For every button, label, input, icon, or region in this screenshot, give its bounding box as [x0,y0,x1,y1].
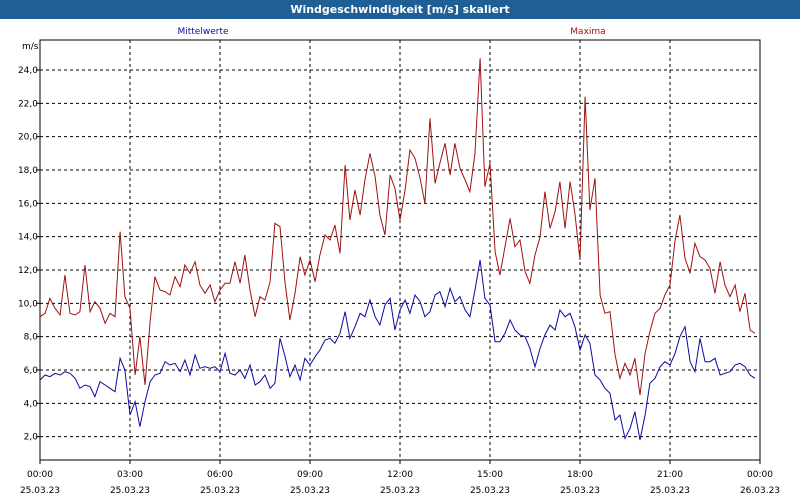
y-tick-label: 14,0 [18,233,38,243]
x-tick-time: 18:00 [567,470,593,480]
x-tick-time: 21:00 [657,470,683,480]
x-tick-date: 25.03.23 [650,486,690,496]
legend-mittelwerte: Mittelwerte [177,27,228,37]
x-tick-time: 00:00 [747,470,773,480]
x-tick-date: 25.03.23 [20,486,60,496]
y-tick-label: 24,0 [18,66,38,76]
grid-lines [40,40,760,460]
y-axis-ticks: 2,0 4,0 6,0 8,0 10,0 12,0 14,0 16,0 18,0 20,0 22,0… [18,66,40,443]
y-tick-label: 2,0 [24,433,39,443]
y-tick-label: 10,0 [18,299,38,309]
y-tick-label: 22,0 [18,99,38,109]
x-tick-date: 25.03.23 [200,486,240,496]
chart-title: Windgeschwindigkeit [m/s] skaliert [0,0,800,19]
y-tick-label: 6,0 [24,366,39,376]
y-axis-label: m/s [22,42,39,52]
x-tick-time: 06:00 [207,470,233,480]
y-tick-label: 8,0 [24,333,39,343]
y-tick-label: 20,0 [18,133,38,143]
x-axis-ticks: 00:00 25.03.23 03:00 25.03.23 06:00 25.03.23 0… [20,460,780,496]
series-line-mittelwerte [39,259,756,441]
legend-maxima: Maxima [570,27,605,37]
x-tick-date: 25.03.23 [470,486,510,496]
series-line-maxima [39,58,756,396]
x-tick-time: 12:00 [387,470,413,480]
x-tick-time: 00:00 [27,470,53,480]
x-tick-time: 15:00 [477,470,503,480]
series-lines [39,58,756,441]
y-tick-label: 12,0 [18,266,38,276]
x-tick-date: 26.03.23 [740,486,780,496]
x-tick-date: 25.03.23 [110,486,150,496]
y-tick-label: 16,0 [18,199,38,209]
x-tick-time: 03:00 [117,470,143,480]
y-tick-label: 4,0 [24,399,39,409]
x-tick-time: 09:00 [297,470,323,480]
y-tick-label: 18,0 [18,166,38,176]
x-tick-date: 25.03.23 [290,486,330,496]
x-tick-date: 25.03.23 [560,486,600,496]
x-tick-date: 25.03.23 [380,486,420,496]
